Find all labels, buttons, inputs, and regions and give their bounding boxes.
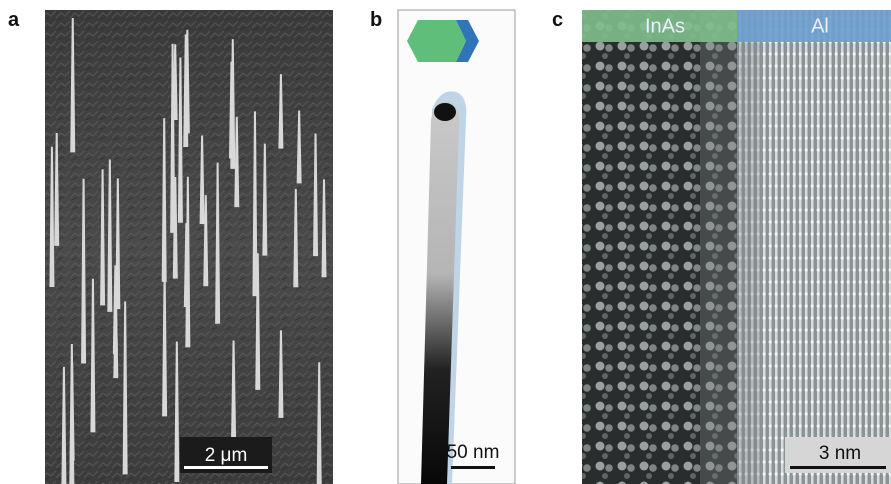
region-label: Al — [811, 15, 829, 37]
scale-bar-label: 50 nm — [447, 442, 500, 463]
hexagon-inas — [407, 20, 466, 62]
panel-label: b — [370, 9, 382, 31]
scale-bar — [451, 466, 495, 469]
region-label: InAs — [645, 15, 685, 37]
interface — [700, 10, 760, 484]
scale-bar — [184, 466, 268, 469]
figure: a 2 μm b 50 nm c InAs Al 3 nm — [0, 0, 891, 484]
wire-tip — [434, 103, 456, 121]
page: a 2 μm b 50 nm c InAs Al 3 nm (() => { c… — [0, 0, 891, 484]
scale-bar — [790, 466, 886, 469]
scale-bar-label: 3 nm — [819, 443, 861, 464]
panel-label: c — [552, 9, 563, 31]
scale-bar-label: 2 μm — [205, 445, 248, 466]
al-lattice — [737, 10, 891, 484]
panel-label: a — [8, 9, 20, 31]
